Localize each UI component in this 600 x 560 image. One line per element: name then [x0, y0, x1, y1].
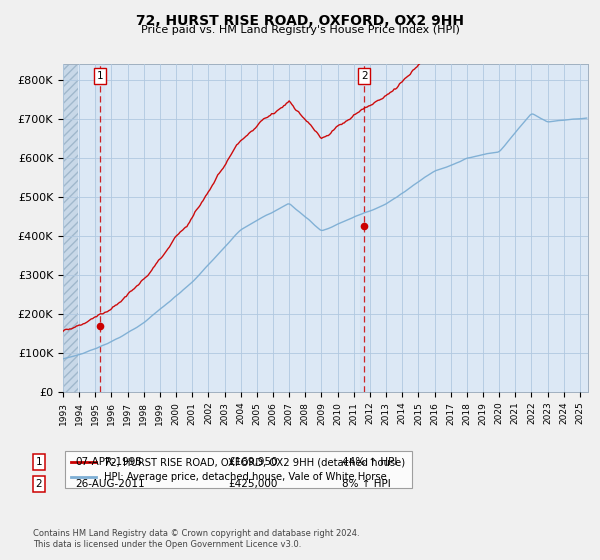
Bar	[360, 64, 368, 392]
Text: 72, HURST RISE ROAD, OXFORD, OX2 9HH: 72, HURST RISE ROAD, OXFORD, OX2 9HH	[136, 14, 464, 28]
Text: 1: 1	[35, 457, 43, 467]
Text: 07-APR-1995: 07-APR-1995	[75, 457, 142, 467]
Text: £425,000: £425,000	[228, 479, 277, 489]
Text: 1: 1	[97, 71, 103, 81]
Text: £169,950: £169,950	[228, 457, 278, 467]
Text: 8% ↑ HPI: 8% ↑ HPI	[342, 479, 391, 489]
Text: 2: 2	[35, 479, 43, 489]
Text: Price paid vs. HM Land Registry's House Price Index (HPI): Price paid vs. HM Land Registry's House …	[140, 25, 460, 35]
Text: 26-AUG-2011: 26-AUG-2011	[75, 479, 145, 489]
Bar	[95, 64, 104, 392]
Bar	[63, 64, 77, 392]
Text: 44% ↑ HPI: 44% ↑ HPI	[342, 457, 397, 467]
Legend: 72, HURST RISE ROAD, OXFORD, OX2 9HH (detached house), HPI: Average price, detac: 72, HURST RISE ROAD, OXFORD, OX2 9HH (de…	[65, 451, 412, 488]
Text: Contains HM Land Registry data © Crown copyright and database right 2024.
This d: Contains HM Land Registry data © Crown c…	[33, 529, 359, 549]
Text: 2: 2	[361, 71, 367, 81]
